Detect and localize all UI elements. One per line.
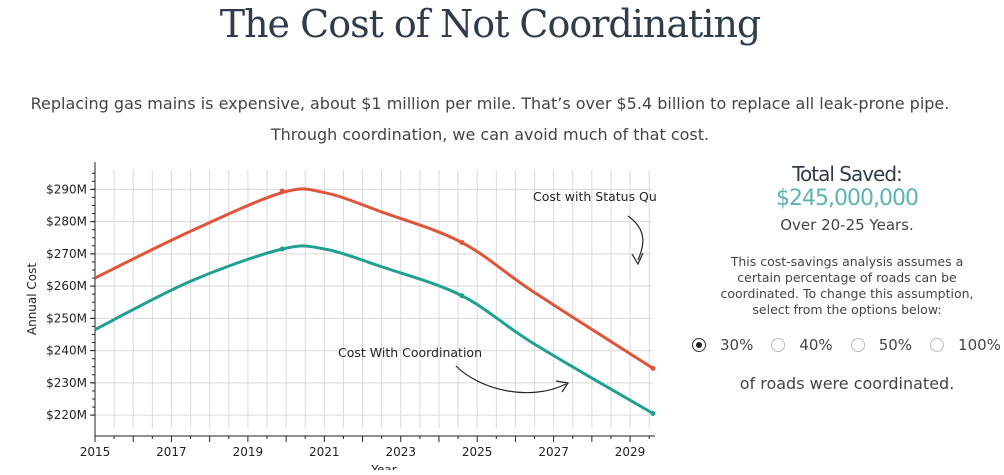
savings-period: Over 20-25 Years. [780, 216, 914, 234]
intro-line-2: Through coordination, we can avoid much … [270, 125, 710, 144]
chart-axes: $220M $230M $240M $250M $260M $270M $280M $290M… [25, 162, 655, 475]
series-line-1 [94, 244, 654, 415]
intro-line-1: Replacing gas mains is expensive, about … [30, 94, 950, 113]
option-100[interactable]: 100% [930, 336, 1001, 354]
x-tick-label: 2023 [385, 445, 416, 459]
cost-chart: $220M $230M $240M $250M $260M $270M $280M $290M… [0, 150, 680, 475]
y-axis-title: Annual Cost [25, 263, 39, 336]
x-axis-title: Year [370, 463, 396, 470]
series-marker [279, 246, 285, 252]
radio-50[interactable] [850, 338, 865, 352]
arrow-coordination [455, 365, 567, 394]
x-tick-label: 2015 [80, 445, 111, 459]
y-tick-label: $290M [46, 182, 87, 196]
x-tick-label: 2017 [156, 445, 187, 459]
radio-100[interactable] [930, 338, 945, 352]
savings-panel: Total Saved: $245,000,000 Over 20-25 Yea… [690, 160, 1004, 393]
y-tick-label: $250M [46, 311, 87, 325]
x-tick-label: 2025 [462, 445, 493, 459]
option-30[interactable]: 30% [692, 336, 753, 354]
radio-40[interactable] [771, 338, 786, 352]
annotation-coordination: Cost With Coordination [338, 345, 482, 360]
series-marker [459, 240, 465, 246]
y-tick-label: $260M [46, 279, 87, 293]
arrow-head-coordination [555, 380, 570, 393]
total-saved-label: Total Saved: [792, 162, 903, 186]
option-50-label: 50% [878, 336, 913, 354]
y-tick-label: $280M [46, 215, 87, 229]
y-tick-label: $270M [46, 247, 87, 261]
assumption-note: This cost-savings analysis assumes a cer… [720, 254, 974, 317]
option-50[interactable]: 50% [850, 336, 913, 354]
chart-annotations: Cost with Status Qu Cost With Coordinatio… [338, 189, 657, 394]
series-marker [650, 365, 656, 371]
total-saved-value: $245,000,000 [776, 186, 919, 211]
line-chart-svg: $220M $230M $240M $250M $260M $270M $280M $290M… [25, 162, 657, 475]
series-marker [650, 410, 656, 416]
coordination-options: 30% 40% 50% 100% [690, 336, 1004, 354]
y-tick-label: $220M [46, 408, 87, 422]
series-line-0 [94, 187, 654, 370]
series-marker [459, 293, 465, 299]
option-30-label: 30% [720, 336, 754, 354]
y-tick-label: $230M [46, 376, 87, 390]
radio-30[interactable] [692, 338, 706, 352]
x-tick-label: 2021 [309, 445, 340, 459]
option-40[interactable]: 40% [771, 336, 833, 354]
x-tick-label: 2027 [538, 445, 569, 459]
x-tick-label: 2029 [615, 445, 646, 459]
arrow-head-status-quo [631, 252, 644, 266]
coordination-suffix: of roads were coordinated. [739, 374, 955, 393]
chart-grid [94, 170, 653, 428]
chart-lines [94, 187, 656, 416]
option-100-label: 100% [958, 336, 1001, 354]
arrow-status-quo [627, 215, 644, 261]
y-tick-label: $240M [46, 344, 87, 358]
intro-text: Replacing gas mains is expensive, about … [0, 88, 980, 150]
x-tick-label: 2019 [233, 445, 264, 459]
option-40-label: 40% [799, 336, 833, 354]
series-marker [279, 188, 285, 194]
annotation-status-quo: Cost with Status Qu [533, 189, 657, 204]
page-title: The Cost of Not Coordinating [219, 2, 762, 46]
